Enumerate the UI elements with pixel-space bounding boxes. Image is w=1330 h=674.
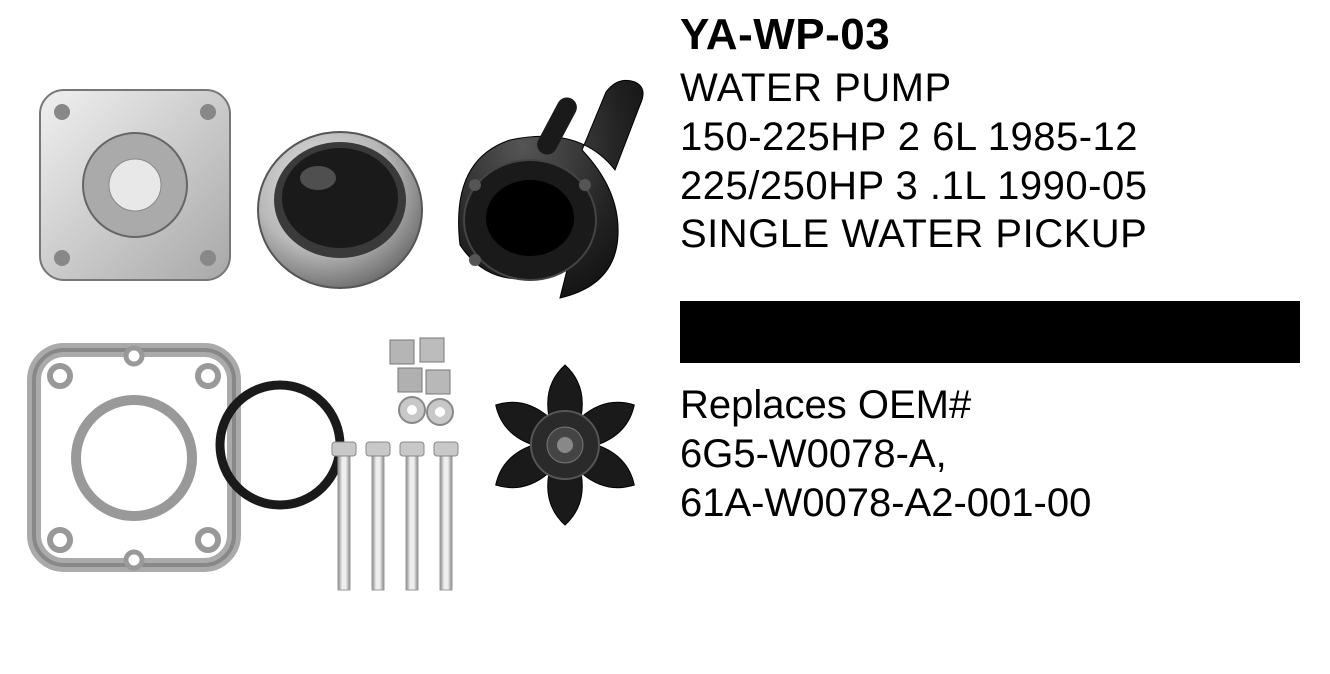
product-image-panel (0, 0, 680, 674)
product-kit-illustration (20, 50, 660, 610)
desc-line-0: WATER PUMP (680, 64, 1300, 113)
oem-number-1: 61A-W0078-A2-001-00 (680, 479, 1300, 528)
wear-plate (40, 90, 230, 280)
oem-label: Replaces OEM# (680, 381, 1300, 430)
pump-housing (459, 80, 643, 298)
hardware-nuts (390, 338, 453, 425)
impeller (487, 365, 643, 525)
bolts (332, 442, 458, 590)
desc-line-3: SINGLE WATER PICKUP (680, 210, 1300, 259)
product-text-panel: YA-WP-03 WATER PUMP 150-225HP 2 6L 1985-… (680, 0, 1330, 674)
divider-bar (680, 301, 1300, 363)
oem-number-0: 6G5-W0078-A, (680, 430, 1300, 479)
desc-line-1: 150-225HP 2 6L 1985-12 (680, 113, 1300, 162)
gasket (34, 348, 234, 568)
desc-line-2: 225/250HP 3 .1L 1990-05 (680, 162, 1300, 211)
part-number: YA-WP-03 (680, 10, 1300, 60)
cup-insert (258, 132, 422, 288)
